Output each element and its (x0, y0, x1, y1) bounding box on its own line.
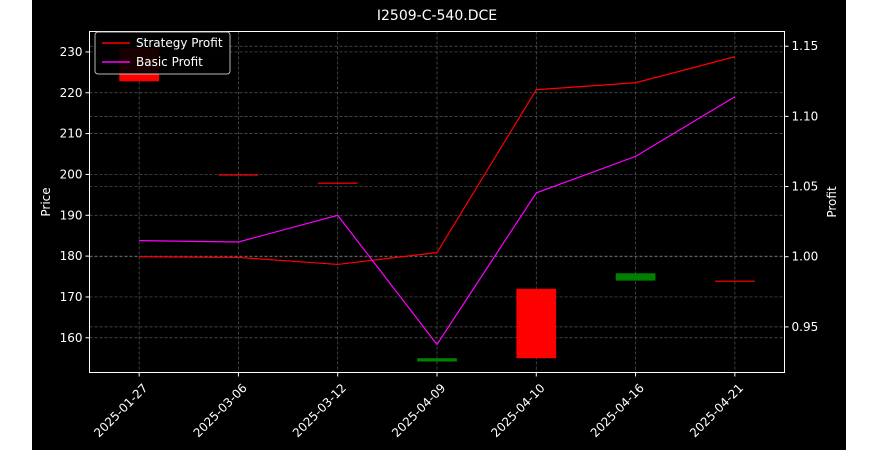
y-tick-label-left: 190 (60, 208, 83, 222)
legend-label-strategy-profit: Strategy Profit (136, 36, 223, 50)
candle-body (218, 174, 259, 176)
grid (89, 31, 785, 373)
x-tick-label: 2025-04-16 (588, 381, 647, 440)
y-tick-label-left: 220 (60, 86, 83, 100)
legend: Strategy Profit Basic Profit (94, 31, 231, 75)
y-axis-right-label: Profit (825, 186, 839, 218)
y-tick-label-left: 180 (60, 249, 83, 263)
y-tick-label-left: 160 (60, 331, 83, 345)
x-tick-label: 2025-01-27 (91, 381, 150, 440)
candle-body (615, 273, 656, 281)
y-tick-label-right: 1.05 (792, 180, 819, 194)
legend-label-basic-profit: Basic Profit (136, 55, 203, 69)
y-tick-label-right: 1.00 (792, 250, 819, 264)
candle-body (516, 288, 557, 359)
candle-body (417, 358, 457, 362)
profit-lines (139, 56, 736, 346)
y-axis-right: 0.95 1.00 1.05 1.10 1.15 (784, 39, 819, 334)
x-axis: 2025-01-27 2025-03-06 2025-03-12 2025-04-09… (91, 372, 746, 440)
candle-body (715, 280, 755, 282)
y-tick-label-right: 1.15 (792, 39, 819, 53)
x-tick-label: 2025-04-21 (687, 381, 746, 440)
y-axis-left: 160 170 180 190 200 210 220 230 (60, 45, 90, 345)
x-tick-label: 2025-03-12 (290, 381, 349, 440)
chart-svg: I2509-C-540.DCE 2025-01-27 2025-03-06 2025… (39, 8, 839, 440)
candle-body (317, 182, 358, 184)
basic-profit-line (139, 96, 736, 346)
y-tick-label-left: 200 (60, 167, 83, 181)
y-tick-label-right: 0.95 (792, 320, 819, 334)
y-tick-label-left: 230 (60, 45, 83, 59)
y-tick-label-left: 210 (60, 127, 83, 141)
y-tick-label-right: 1.10 (792, 109, 819, 123)
chart-figure: I2509-C-540.DCE 2025-01-27 2025-03-06 2025… (32, 0, 846, 450)
x-tick-label: 2025-03-06 (191, 381, 250, 440)
strategy-profit-line (139, 56, 736, 266)
x-tick-label: 2025-04-10 (488, 381, 547, 440)
y-tick-label-left: 170 (60, 290, 83, 304)
x-tick-label: 2025-04-09 (389, 381, 448, 440)
chart-title: I2509-C-540.DCE (377, 8, 497, 24)
y-axis-left-label: Price (39, 187, 53, 216)
